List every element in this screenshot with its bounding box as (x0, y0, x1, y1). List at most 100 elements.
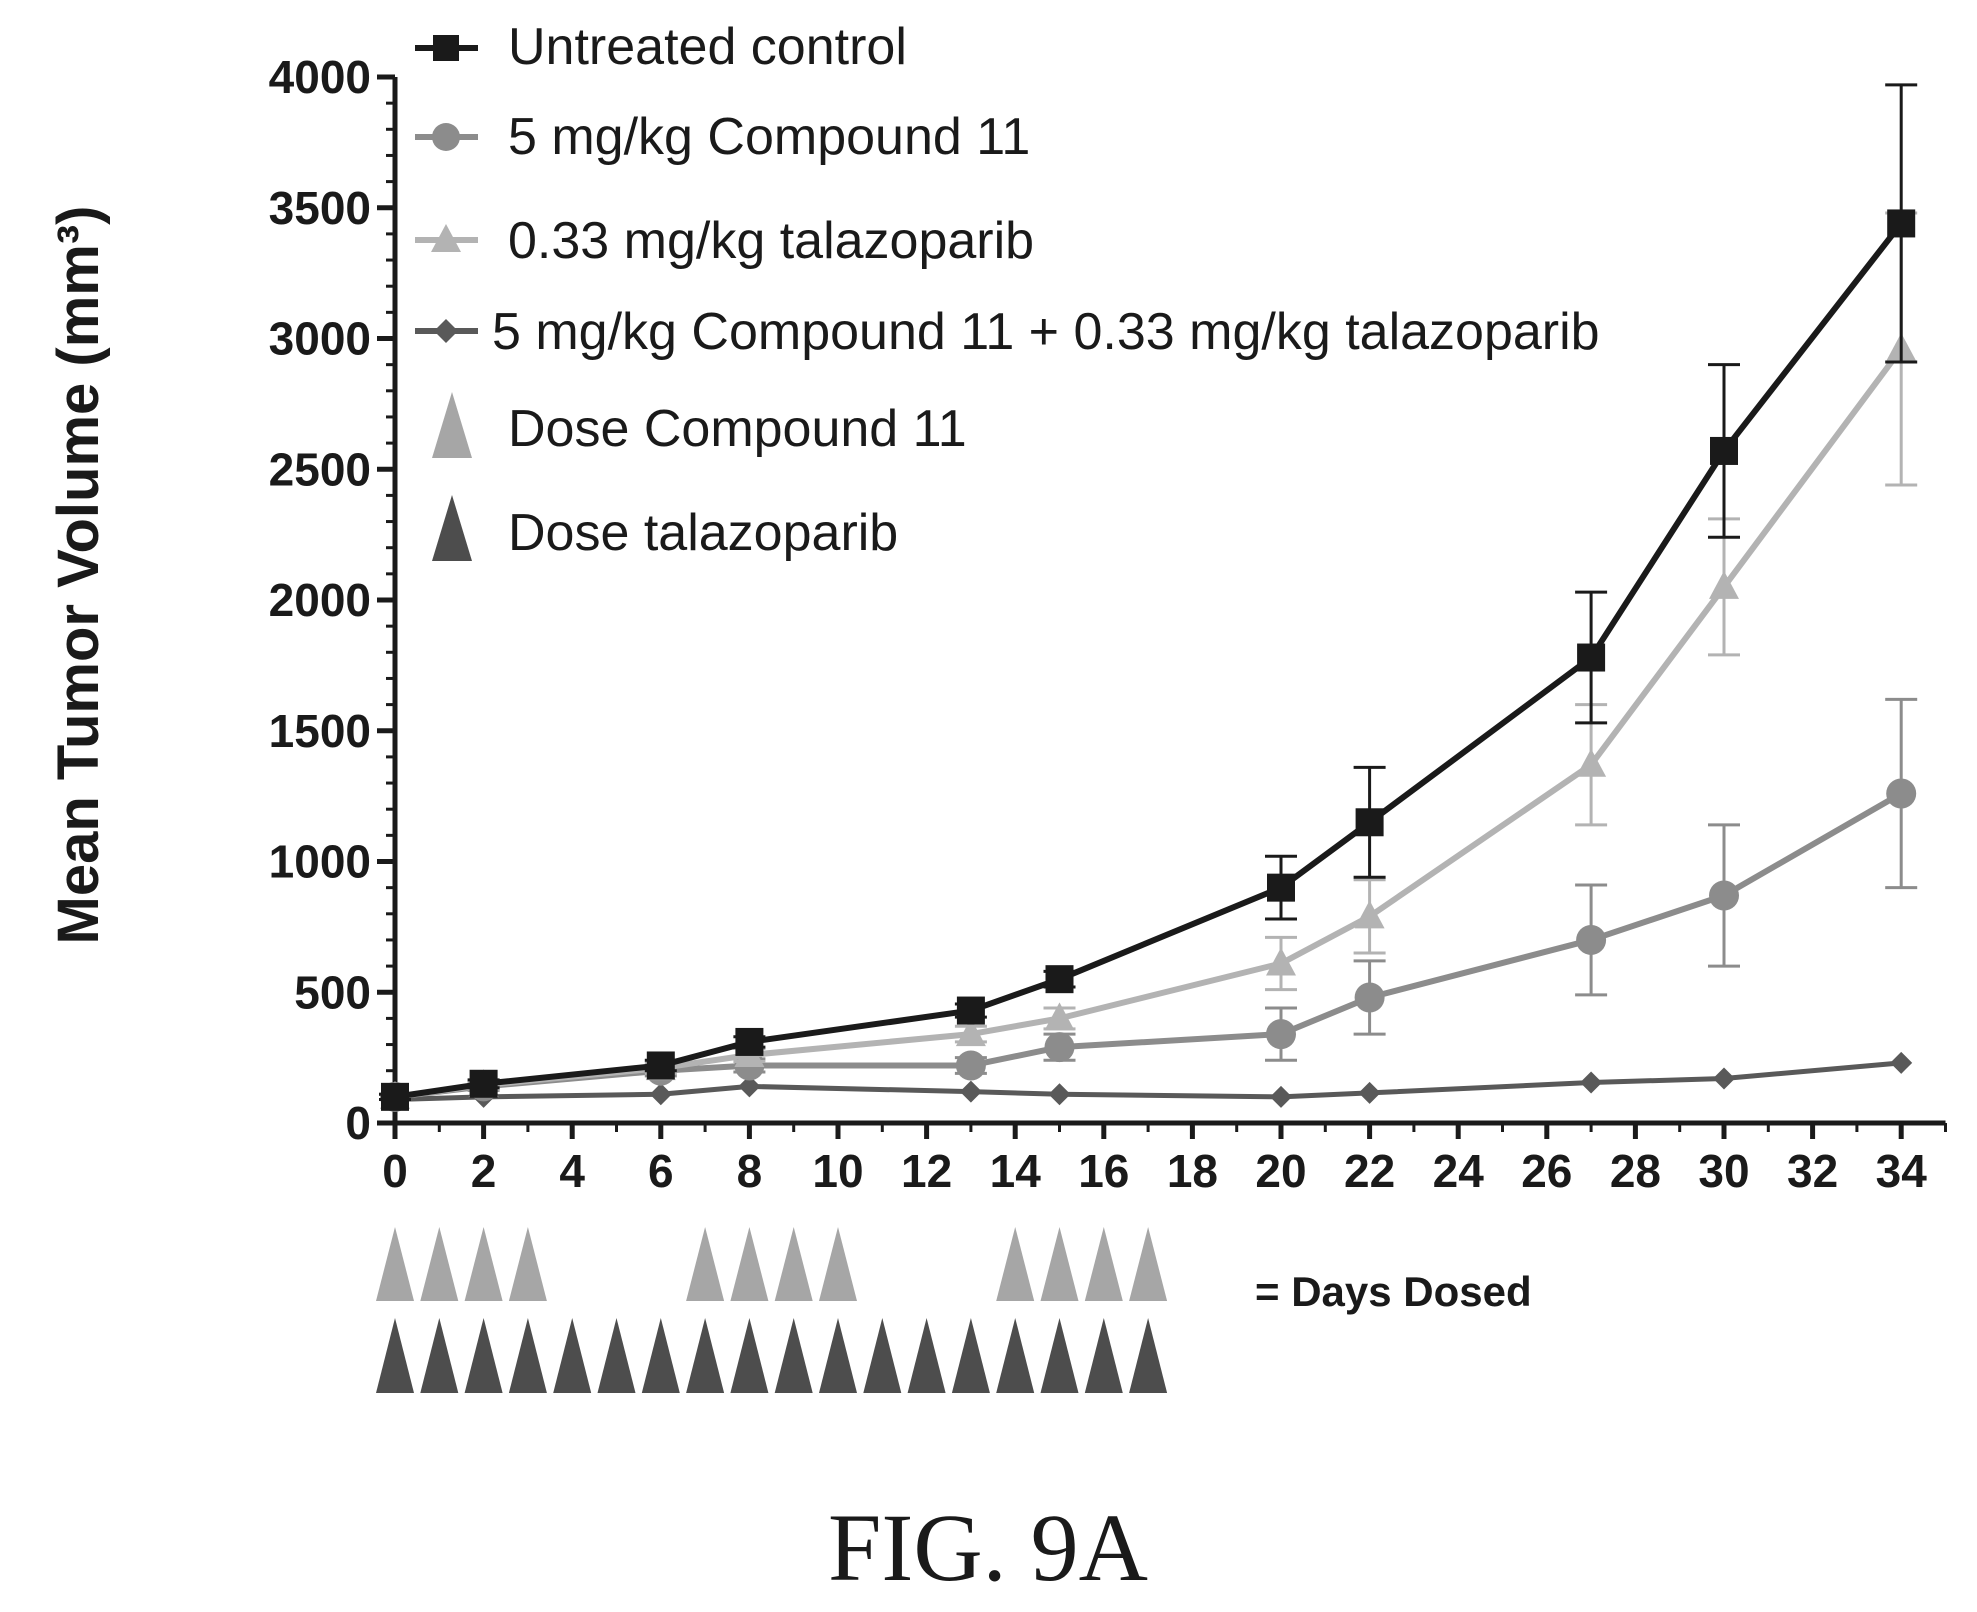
data-point (955, 1018, 986, 1047)
y-tick-label: 0 (345, 1097, 371, 1149)
dose-marker (1040, 1227, 1079, 1301)
dose-marker (464, 1318, 503, 1393)
data-point (1044, 1032, 1075, 1063)
data-point (1576, 748, 1607, 777)
data-point (1713, 1067, 1735, 1090)
data-point (1358, 1081, 1381, 1104)
data-point (1045, 965, 1074, 994)
legend: Untreated control 5 mg/kg Compound 11 0.… (415, 18, 1600, 562)
dose-marker (730, 1318, 769, 1393)
data-point (956, 996, 985, 1025)
x-tick-label: 24 (1433, 1145, 1485, 1197)
dose-marker (907, 1318, 946, 1393)
legend-label-compound: 5 mg/kg Compound 11 (508, 108, 1030, 166)
dose-marker (464, 1227, 503, 1301)
legend-item-talazoparib: 0.33 mg/kg talazoparib (415, 212, 1034, 270)
x-tick-label: 6 (648, 1145, 674, 1197)
dose-marker (1040, 1318, 1079, 1393)
dose-marker (951, 1318, 990, 1393)
legend-label-control: Untreated control (508, 18, 907, 76)
series-diamond (384, 1051, 1913, 1111)
x-tick-label: 18 (1167, 1145, 1218, 1197)
data-point (646, 1051, 675, 1080)
dose-marker (863, 1318, 902, 1393)
data-point (1266, 1019, 1296, 1050)
y-tick-label: 1000 (269, 836, 371, 888)
data-point (1266, 947, 1296, 976)
data-point (1887, 209, 1916, 238)
figure-label: FIG. 9A (828, 1494, 1148, 1601)
data-point (1710, 436, 1738, 465)
legend-label-dose-talazoparib: Dose talazoparib (508, 504, 898, 562)
dose-schedule-talazoparib (376, 1318, 1168, 1393)
data-point (1890, 1051, 1913, 1074)
dose-marker (730, 1227, 769, 1301)
dose-talazoparib-triangle-icon (432, 495, 472, 561)
triangle-marker-icon (431, 224, 461, 252)
dose-marker (376, 1227, 414, 1301)
data-point (738, 1075, 761, 1098)
data-point (1267, 873, 1295, 902)
dose-marker (686, 1227, 725, 1301)
x-tick-label: 32 (1787, 1145, 1838, 1197)
legend-item-control: Untreated control (415, 18, 907, 76)
y-tick-label: 1500 (269, 705, 371, 757)
series-square (379, 83, 1918, 1111)
legend-item-compound: 5 mg/kg Compound 11 (415, 108, 1030, 166)
y-tick-label: 2500 (269, 443, 371, 495)
x-tick-label: 0 (382, 1145, 408, 1197)
data-point (1354, 900, 1385, 929)
dose-marker (597, 1318, 636, 1393)
dose-marker (819, 1318, 857, 1393)
dose-marker (686, 1318, 725, 1393)
y-axis-title: Mean Tumor Volume (mm³) (46, 206, 111, 945)
data-point (1576, 924, 1607, 955)
data-point (1580, 1071, 1603, 1094)
dose-marker (508, 1227, 547, 1301)
dose-marker (641, 1318, 680, 1393)
dose-schedule-compound (376, 1227, 1168, 1301)
x-tick-label: 16 (1078, 1145, 1129, 1197)
x-tick-label: 20 (1255, 1145, 1306, 1197)
legend-label-combo: 5 mg/kg Compound 11 + 0.33 mg/kg talazop… (492, 303, 1600, 361)
data-point (1270, 1085, 1292, 1108)
legend-item-dose-talazoparib: Dose talazoparib (432, 495, 898, 562)
x-tick-label: 4 (559, 1145, 585, 1197)
series-line (394, 347, 1904, 1100)
x-tick-label: 30 (1698, 1145, 1749, 1197)
dose-marker (1084, 1227, 1123, 1301)
data-point (1577, 643, 1606, 672)
x-tick-label: 8 (737, 1145, 763, 1197)
data-point (649, 1083, 672, 1106)
y-tick-label: 2000 (269, 574, 371, 626)
days-dosed-label: = Days Dosed (1255, 1268, 1532, 1315)
x-tick-label: 14 (990, 1145, 1042, 1197)
data-point (1048, 1083, 1071, 1106)
dose-marker (420, 1318, 459, 1393)
dose-marker (774, 1318, 813, 1393)
dose-marker (553, 1318, 592, 1393)
y-tick-label: 3000 (269, 313, 371, 365)
dose-compound-triangle-icon (432, 392, 472, 458)
dose-marker (1129, 1227, 1168, 1301)
x-tick-label: 22 (1344, 1145, 1395, 1197)
circle-marker-icon (432, 123, 460, 151)
x-tick-label: 26 (1521, 1145, 1572, 1197)
dose-marker (1084, 1318, 1123, 1393)
x-tick-label: 10 (812, 1145, 863, 1197)
x-tick-label: 12 (901, 1145, 952, 1197)
series-circle (379, 697, 1918, 1112)
data-point (735, 1027, 764, 1056)
data-point (959, 1080, 982, 1103)
dose-marker (1129, 1318, 1168, 1393)
dose-marker (376, 1318, 414, 1393)
data-point (1354, 982, 1385, 1013)
dose-marker (996, 1318, 1035, 1393)
x-tick-label: 34 (1876, 1145, 1928, 1197)
data-point (1044, 1002, 1075, 1031)
legend-label-talazoparib: 0.33 mg/kg talazoparib (508, 212, 1034, 270)
data-point (955, 1050, 986, 1081)
data-point (1355, 808, 1384, 837)
dose-marker (996, 1227, 1035, 1301)
